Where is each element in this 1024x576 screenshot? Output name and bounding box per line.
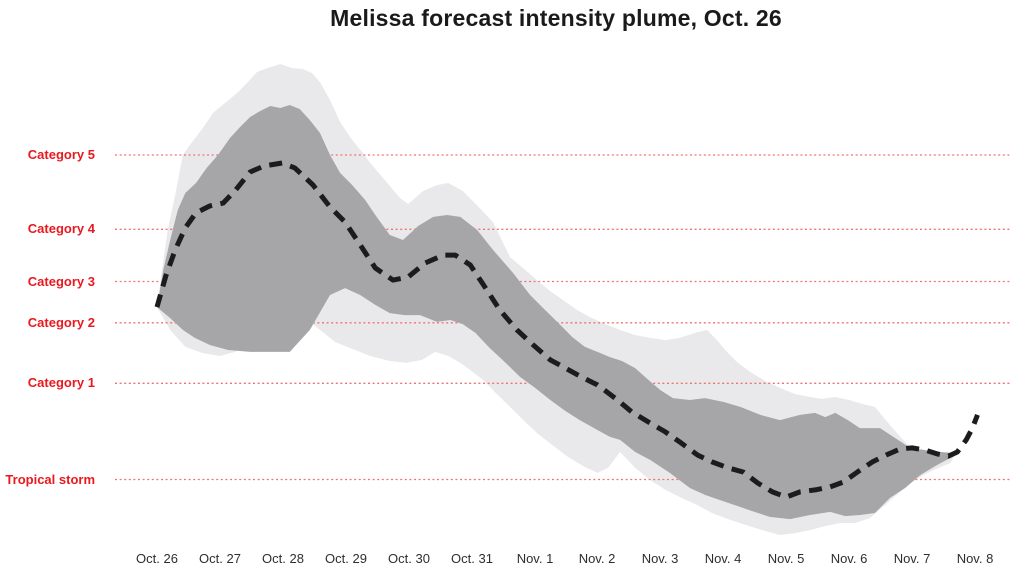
y-label-category-3: Category 3: [27, 274, 95, 289]
inner-plume-band-layer: [157, 105, 956, 520]
x-label-oct-28: Oct. 28: [262, 551, 304, 566]
chart-title: Melissa forecast intensity plume, Oct. 2…: [330, 5, 782, 31]
y-label-category-4: Category 4: [27, 221, 95, 236]
x-label-nov-1: Nov. 1: [516, 551, 554, 566]
x-label-oct-26: Oct. 26: [136, 551, 178, 566]
x-label-nov-8: Nov. 8: [956, 551, 994, 566]
x-label-nov-3: Nov. 3: [641, 551, 679, 566]
x-label-nov-2: Nov. 2: [578, 551, 616, 566]
x-label-nov-5: Nov. 5: [767, 551, 805, 566]
central-forecast-line-layer: [154, 160, 980, 500]
x-label-oct-31: Oct. 31: [451, 551, 493, 566]
x-label-nov-4: Nov. 4: [704, 551, 742, 566]
y-label-category-5: Category 5: [27, 147, 95, 162]
y-label-tropical-storm: Tropical storm: [5, 472, 95, 487]
x-label-nov-7: Nov. 7: [893, 551, 931, 566]
y-label-category-2: Category 2: [27, 315, 95, 330]
x-label-nov-6: Nov. 6: [830, 551, 868, 566]
central-forecast-dashed-line: [154, 160, 980, 500]
x-label-oct-30: Oct. 30: [388, 551, 430, 566]
x-label-oct-29: Oct. 29: [325, 551, 367, 566]
x-label-oct-27: Oct. 27: [199, 551, 241, 566]
inner-plume-band: [157, 105, 956, 520]
y-label-category-1: Category 1: [27, 375, 95, 390]
